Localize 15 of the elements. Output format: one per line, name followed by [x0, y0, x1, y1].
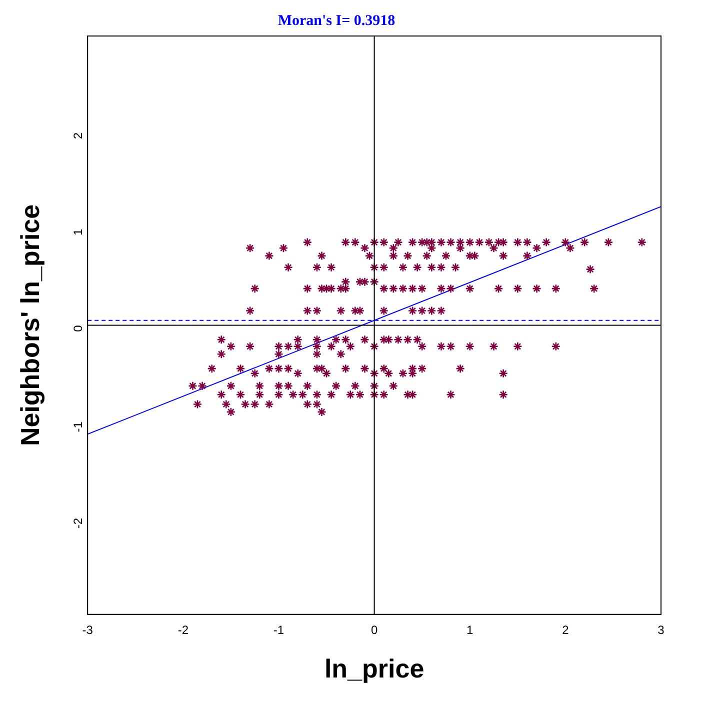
x-tick-label: 0 [370, 622, 378, 637]
y-tick-label: 0 [70, 324, 85, 332]
x-tick-label: 3 [658, 622, 665, 637]
y-axis-title: Neighbors' ln_price [14, 204, 45, 446]
y-tick-label: -1 [70, 421, 85, 432]
x-axis-title: ln_price [324, 654, 424, 684]
x-tick-label: 1 [466, 622, 474, 637]
x-tick-label: 2 [562, 622, 570, 637]
x-tick-label: -1 [273, 622, 284, 637]
chart-title: Moran's I= 0.3918 [278, 12, 396, 29]
y-tick-label: 1 [70, 228, 85, 236]
y-tick-label: -2 [70, 518, 85, 529]
x-tick-label: -2 [178, 622, 189, 637]
y-tick-label: 2 [70, 132, 85, 140]
x-tick-label: -3 [82, 622, 94, 637]
